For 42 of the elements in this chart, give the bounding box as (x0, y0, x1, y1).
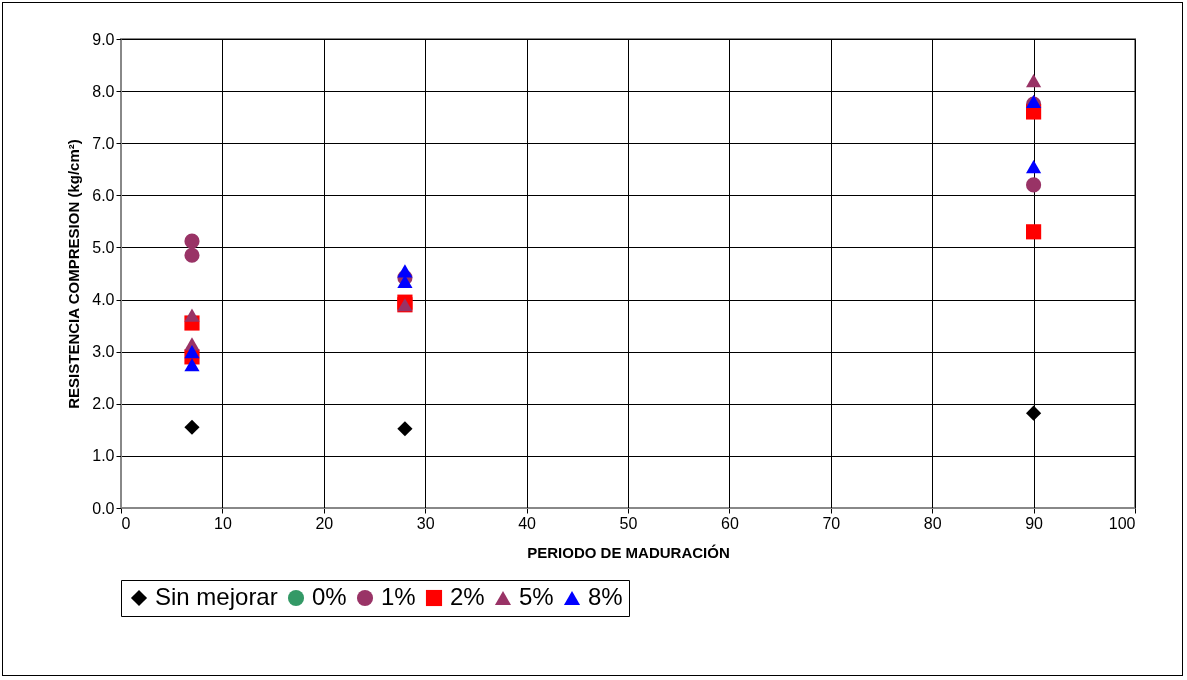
point (1026, 177, 1042, 193)
x-tick-label: 80 (923, 514, 942, 532)
y-tick-label: 4.0 (92, 291, 115, 309)
x-tick-label: 40 (518, 514, 537, 532)
x-tick-label: 90 (1025, 514, 1044, 532)
point (397, 421, 413, 437)
y-tick-label: 2.0 (92, 395, 115, 413)
point (184, 345, 200, 359)
point (184, 247, 200, 263)
point (1026, 224, 1042, 240)
y-tick-label: 1.0 (92, 447, 115, 465)
point (1026, 405, 1042, 421)
point (184, 358, 200, 372)
y-tick-label: 8.0 (92, 82, 115, 100)
legend-label: 0% (312, 583, 347, 610)
y-tick-label: 5.0 (92, 238, 115, 256)
x-tick-label: 100 (1108, 514, 1136, 532)
y-tick-label: 7.0 (92, 134, 115, 152)
x-tick-label: 70 (822, 514, 841, 532)
legend-label: 1% (381, 583, 416, 610)
point (184, 233, 200, 249)
x-tick-label: 0 (121, 514, 131, 532)
legend-label: 5% (519, 583, 554, 610)
point (1026, 74, 1042, 88)
y-tick-label: 6.0 (92, 186, 115, 204)
x-tick-label: 10 (214, 514, 232, 532)
x-tick-label: 20 (315, 514, 334, 532)
legend-label: 2% (450, 583, 485, 610)
x-tick-label: 60 (721, 514, 739, 532)
x-tick-label: 50 (619, 514, 638, 532)
point (184, 419, 200, 435)
y-tick-label: 3.0 (92, 343, 115, 361)
y-tick-label: 9.0 (92, 30, 115, 48)
y-tick-label: 0.0 (92, 499, 115, 517)
point (184, 308, 200, 322)
legend-label: Sin mejorar (155, 583, 278, 610)
x-tick-label: 30 (416, 514, 435, 532)
x-axis-title: PERIODO DE MADURACIÓN (527, 543, 730, 561)
y-axis-title: RESISTENCIA COMPRESION (kg/cm²) (65, 139, 83, 409)
legend-label: 8% (588, 583, 623, 610)
point (1026, 160, 1042, 174)
point (397, 264, 413, 278)
